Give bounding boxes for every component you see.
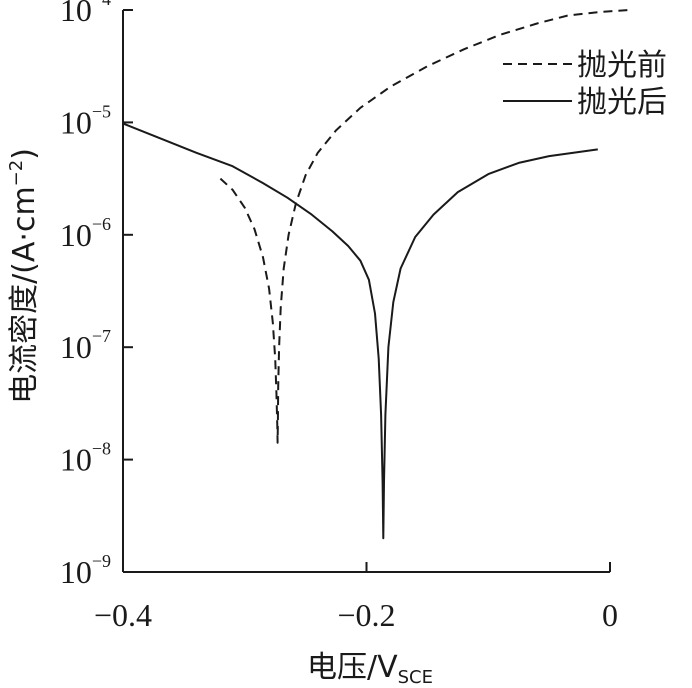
series-layer — [122, 9, 629, 540]
legend-label-before-polish: 抛光前 — [577, 48, 667, 83]
y-tick-label: 10−4 — [60, 0, 111, 28]
y-tick-label: 10−6 — [60, 214, 111, 253]
y-axis-title: 电流密度/(A·cm−2) — [6, 148, 42, 404]
x-ticks: −0.4 −0.2 0 — [94, 562, 618, 633]
y-tick-label: 10−7 — [60, 326, 111, 365]
series-line-after-polish — [122, 122, 598, 540]
x-axis-title: 电压/VSCE — [307, 650, 433, 688]
y-tick-label: 10−9 — [60, 551, 111, 590]
y-tick-label: 10−5 — [60, 101, 111, 140]
x-tick-label: 0 — [602, 597, 618, 633]
plot-area: 10−4 10−5 10−6 10−7 10−8 10−9 −0.4 −0.2 0 — [60, 0, 629, 633]
x-tick-label: −0.4 — [94, 597, 152, 633]
x-tick-label: −0.2 — [337, 597, 395, 633]
legend: 抛光前 抛光后 — [503, 48, 667, 120]
y-ticks: 10−4 10−5 10−6 10−7 10−8 10−9 — [60, 0, 133, 590]
legend-label-after-polish: 抛光后 — [577, 85, 667, 120]
y-tick-label: 10−8 — [60, 439, 111, 478]
